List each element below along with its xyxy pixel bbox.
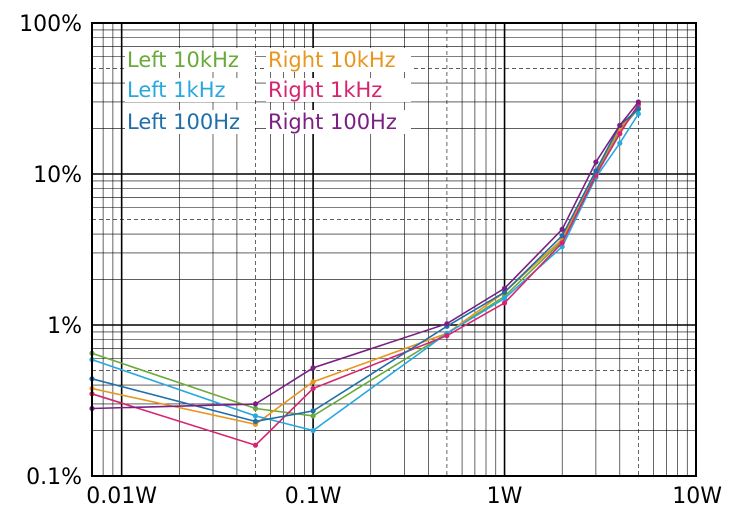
data-point-left-100hz [593,168,599,174]
data-point-left-1khz [635,111,641,117]
legend-entry: Left 100Hz [127,110,240,134]
data-point-left-100hz [559,233,565,239]
y-tick-label: 10% [33,163,82,188]
plot-frame [91,22,697,477]
legend-background [266,48,411,72]
data-point-left-1khz [501,295,508,302]
data-point-left-1khz [310,427,316,434]
data-point-right-100hz [310,365,316,371]
data-point-right-1khz [310,385,316,392]
data-point-left-10khz [310,413,316,419]
data-point-right-100hz [252,401,259,407]
data-point-left-100hz [252,418,259,424]
x-tick-label: 0.01W [86,484,157,509]
data-point-left-100hz [635,106,641,112]
legend-entry: Right 10kHz [268,48,396,72]
series-lines [89,99,641,448]
data-point-right-100hz [617,122,623,128]
data-point-left-100hz [310,408,316,414]
x-tick-label: 0.1W [285,484,342,509]
legend-entry: Right 100Hz [268,110,397,134]
legend-background [125,48,255,72]
data-point-left-100hz [501,289,508,295]
legend-background [125,78,255,102]
legend-background [266,110,411,134]
legend-entry: Left 10kHz [127,48,239,72]
y-tick-label: 100% [19,12,82,37]
tick-labels: 100% 10% 1% 0.1%0.01W 0.1W 1W 10W [19,12,722,509]
legend-background [266,78,411,102]
series-line-left-10khz [91,108,640,417]
legend-background [125,110,255,134]
y-tick-label: 1% [47,314,82,339]
data-point-left-1khz [617,140,623,146]
series-line-right-10khz [91,105,640,426]
data-point-right-100hz [444,321,450,327]
data-point-right-1khz [501,300,508,306]
series-line-left-100hz [91,108,639,423]
data-point-right-1khz [559,240,565,246]
data-point-left-10khz [252,405,259,412]
x-tick-label: 10W [672,484,722,509]
legend-entry: Right 1kHz [268,78,382,102]
y-tick-label: 0.1% [26,465,82,490]
data-point-right-100hz [635,99,641,105]
legend-entry: Left 1kHz [127,78,226,102]
data-point-right-100hz [593,159,599,165]
data-point-right-1khz [617,131,623,137]
series-line-right-1khz [91,103,640,447]
data-point-right-100hz [559,226,565,232]
data-point-left-1khz [559,244,565,250]
data-point-right-10khz [310,379,316,385]
x-tick-label: 1W [487,484,523,509]
data-point-right-1khz [444,333,450,339]
data-point-right-100hz [501,285,508,291]
data-point-left-1khz [252,413,259,419]
data-point-right-1khz [252,442,259,448]
legend: Left 10kHz Right 10kHz Left 1kHz Right 1kHz… [125,48,411,134]
